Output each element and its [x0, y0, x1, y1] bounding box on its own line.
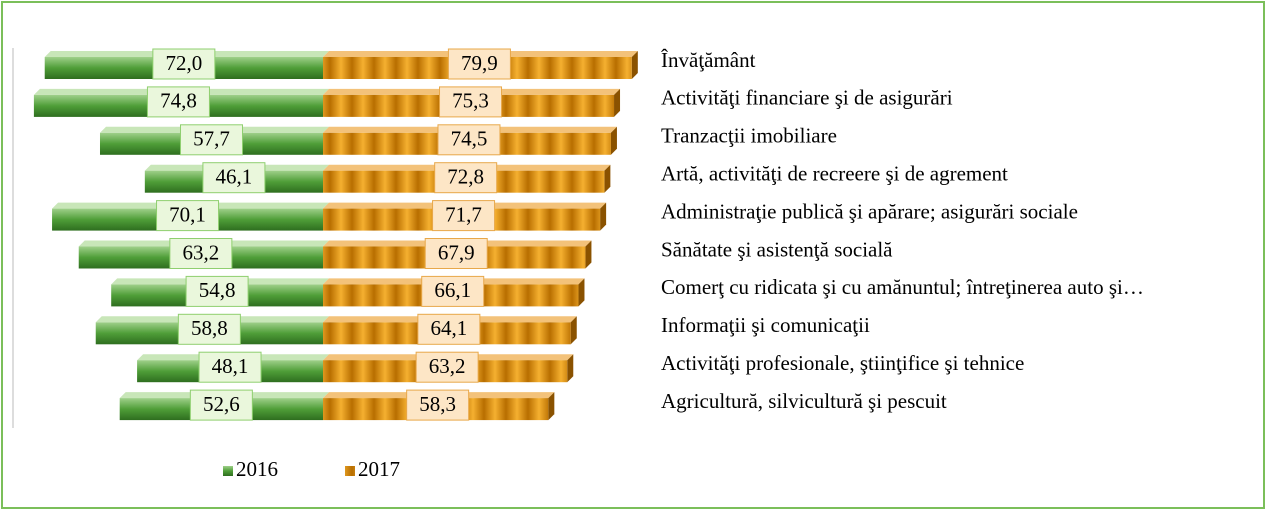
bar-side	[610, 126, 617, 155]
category-label: Activităţi profesionale, ştiinţifice şi …	[661, 351, 1024, 375]
value-label-box	[421, 275, 485, 307]
value-label-box	[179, 124, 243, 156]
category-label: Activităţi financiare şi de asigurări	[661, 86, 953, 110]
value-label: 70,1	[169, 202, 206, 226]
value-label-box	[189, 389, 253, 421]
value-label: 48,1	[212, 354, 249, 378]
value-label-box	[439, 86, 503, 118]
value-label-box	[146, 86, 210, 118]
value-label: 74,8	[160, 89, 197, 113]
bar-side	[631, 51, 638, 79]
value-label-box	[198, 351, 262, 383]
category-label: Tranzacţii imobiliare	[661, 124, 837, 148]
value-label-box	[185, 275, 249, 307]
value-label-box	[432, 200, 496, 232]
value-label-box	[169, 238, 233, 269]
bar-side	[578, 278, 585, 307]
value-label: 63,2	[182, 240, 219, 264]
category-label: Artă, activităţi de recreere şi de agrem…	[661, 162, 1008, 186]
value-label: 52,6	[203, 392, 240, 416]
value-label: 72,0	[165, 51, 202, 75]
category-label: Învăţământ	[661, 48, 756, 72]
bar-side	[585, 240, 592, 269]
legend-swatch	[345, 466, 355, 476]
value-label-box	[447, 48, 511, 80]
value-label: 58,3	[419, 392, 456, 416]
value-label: 74,5	[451, 127, 488, 151]
legend-label: 2017	[358, 457, 400, 481]
value-label: 75,3	[452, 89, 489, 113]
value-label-box	[434, 162, 498, 194]
value-label-box	[177, 313, 241, 345]
bar-side	[570, 316, 577, 345]
value-label-box	[202, 162, 266, 194]
bar-side	[604, 164, 611, 193]
value-label: 63,2	[429, 354, 466, 378]
bar-side	[600, 202, 607, 231]
category-label: Informaţii şi comunicaţii	[661, 313, 870, 337]
bar-side	[567, 354, 574, 383]
value-label: 72,8	[447, 165, 484, 189]
value-label: 66,1	[434, 278, 471, 302]
value-label-box	[406, 389, 470, 421]
bar-side	[548, 392, 555, 421]
value-label-box	[415, 351, 479, 383]
value-label: 71,7	[445, 202, 482, 226]
value-label: 64,1	[430, 316, 467, 340]
legend-swatch	[223, 466, 233, 476]
value-label: 46,1	[216, 165, 253, 189]
value-label: 79,9	[461, 51, 498, 75]
value-label: 54,8	[199, 278, 236, 302]
category-label: Agricultură, silvicultură şi pescuit	[661, 389, 947, 413]
value-label-box	[437, 124, 501, 156]
value-label: 57,7	[193, 127, 230, 151]
value-label: 67,9	[438, 240, 475, 264]
value-label-box	[156, 200, 220, 232]
value-label-box	[152, 48, 216, 80]
bar-side	[614, 88, 621, 117]
category-label: Sănătate şi asistenţă socială	[661, 237, 893, 261]
category-label: Comerţ cu ridicata şi cu amănuntul; într…	[661, 275, 1144, 299]
value-label-box	[417, 313, 481, 345]
value-label: 58,8	[191, 316, 228, 340]
category-label: Administraţie publică şi apărare; asigur…	[661, 199, 1078, 223]
legend-label: 2016	[236, 457, 278, 481]
value-label-box	[424, 238, 488, 269]
